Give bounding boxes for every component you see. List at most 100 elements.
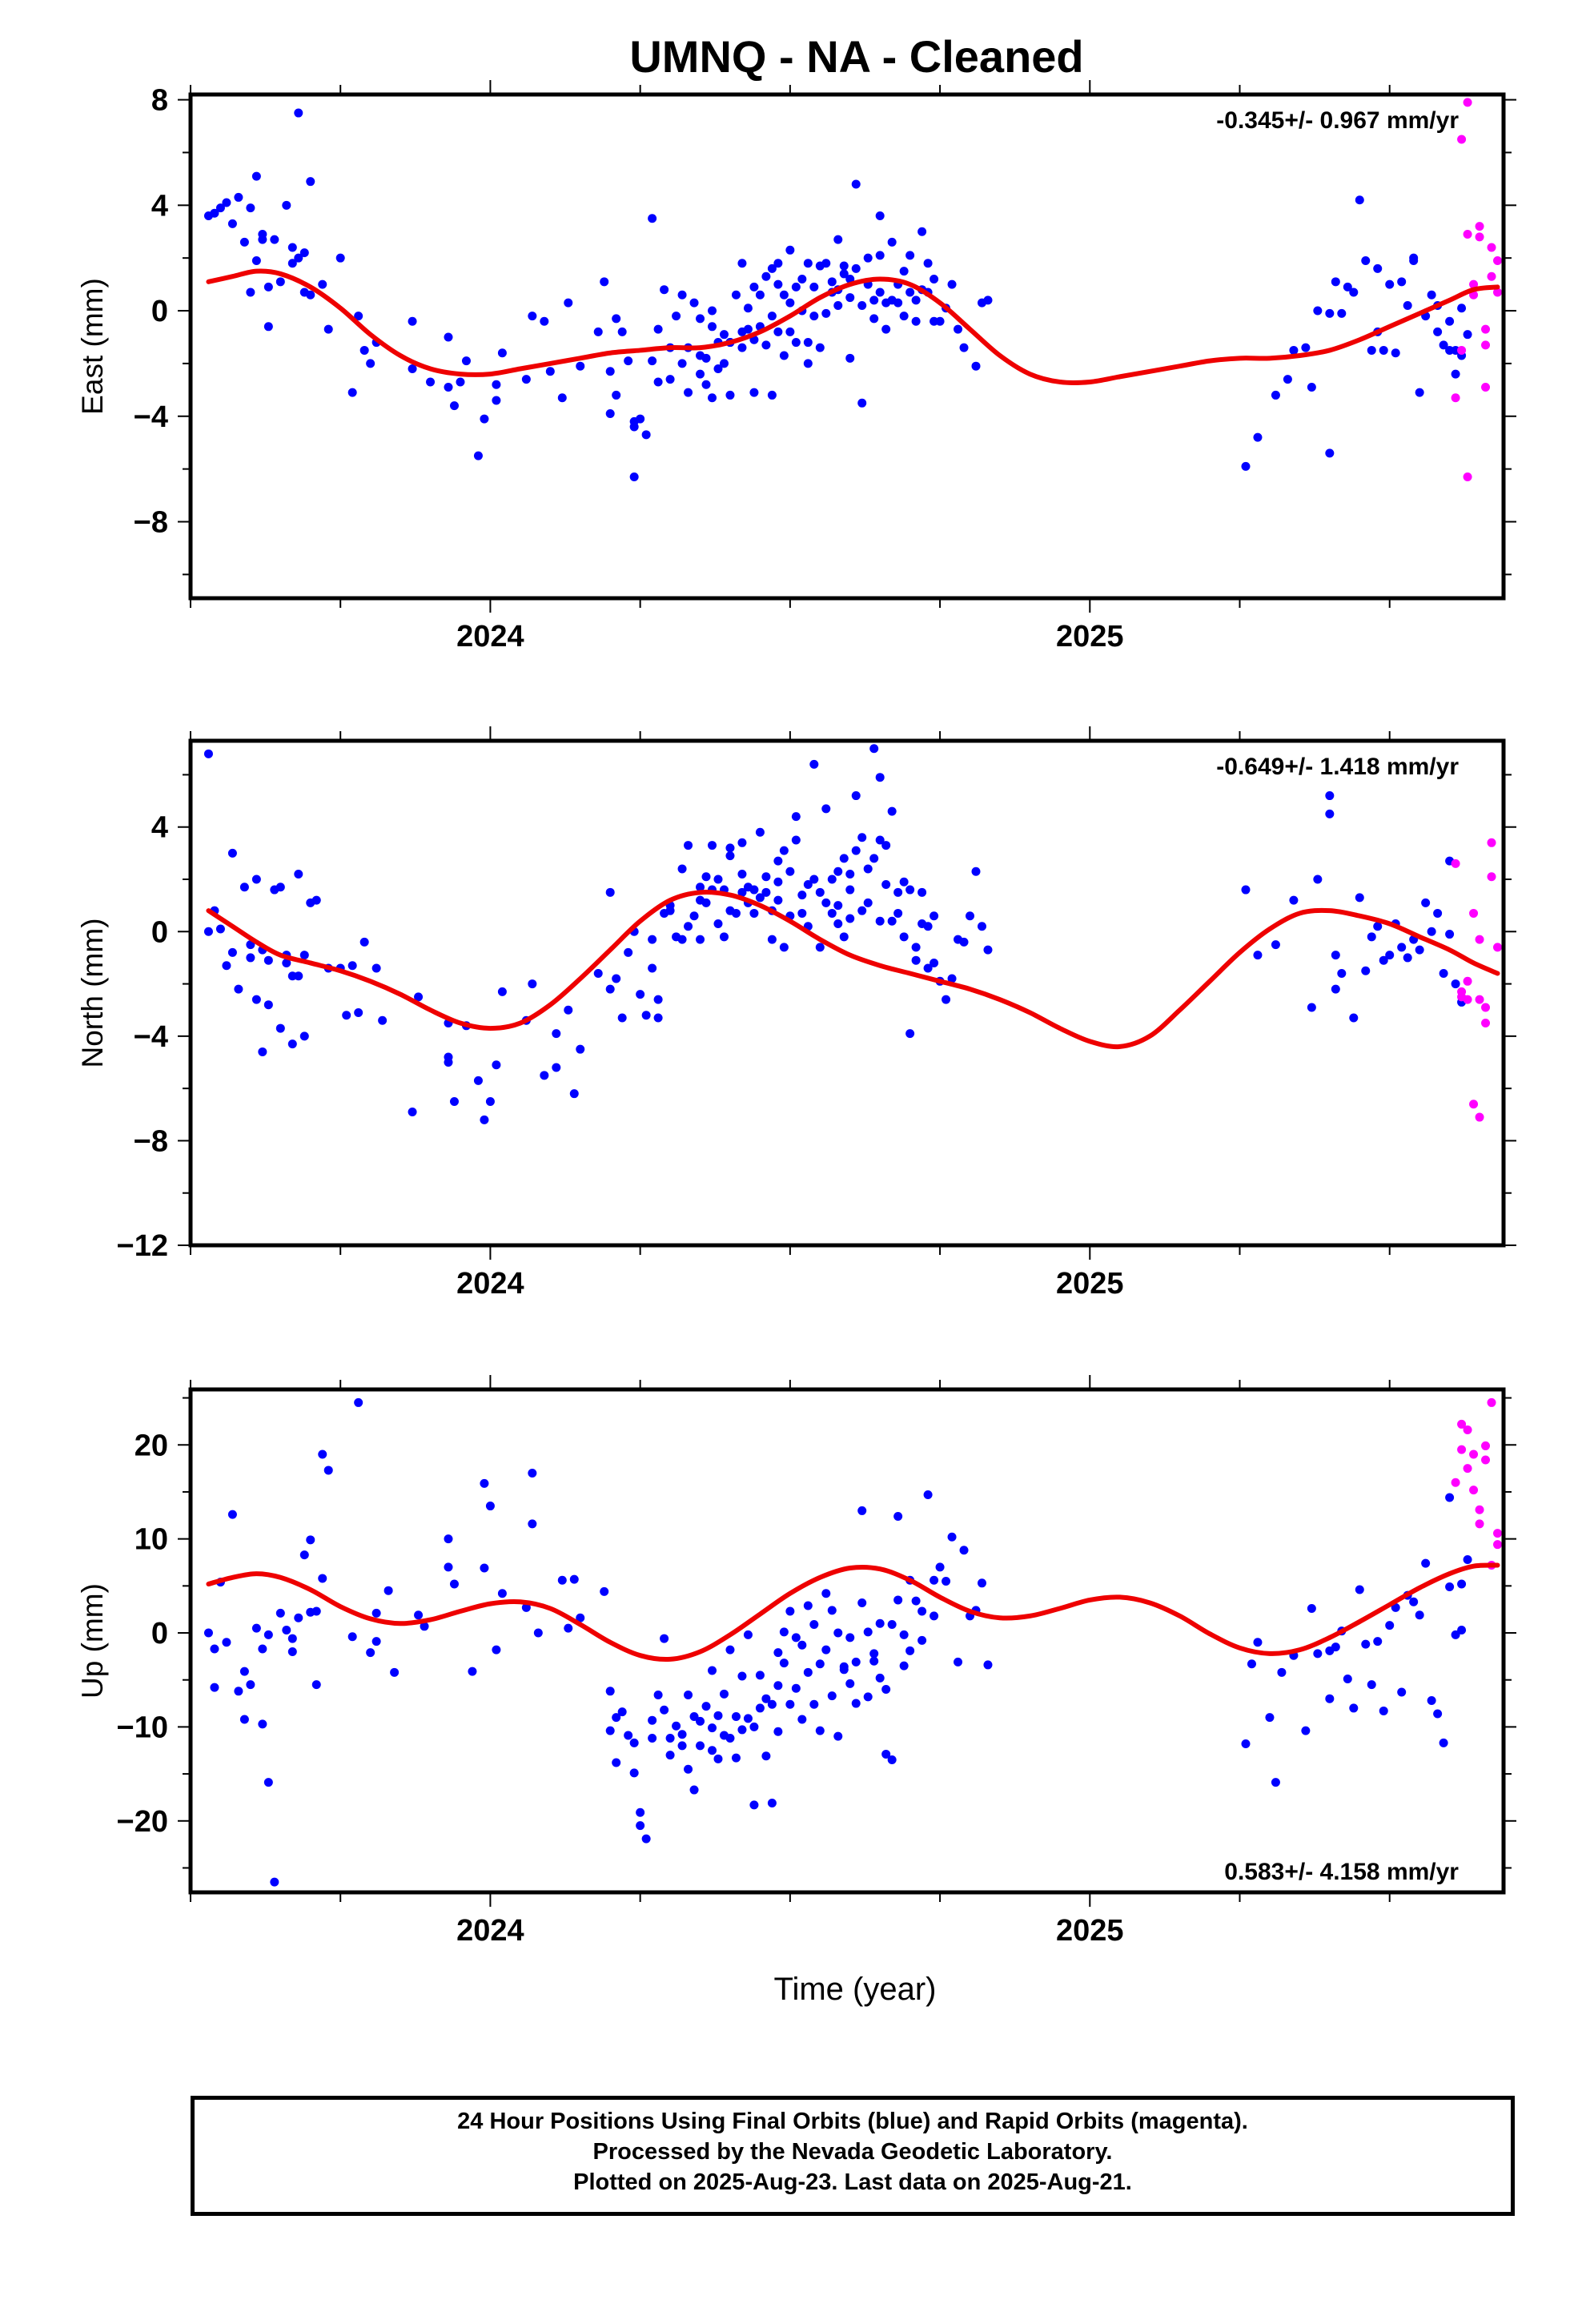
north-final-point [251,995,261,1004]
east-final-point [779,290,789,300]
north-final-point [725,851,735,861]
north-final-point [773,877,783,887]
north-final-point [234,984,243,994]
north-final-point [696,883,705,892]
north-final-point [731,908,741,918]
up-rapid-point [1493,1529,1503,1538]
north-final-point [414,992,424,1002]
east-final-point [803,338,813,348]
east-final-point [803,359,813,368]
up-final-point [755,1671,765,1680]
north-final-point [875,916,885,926]
east-final-point [456,377,465,387]
east-final-point [408,364,417,373]
north-final-point [899,877,909,887]
north-y-axis-label: North (mm) [76,918,109,1068]
north-y-tick-label: 0 [151,915,168,949]
north-final-point [779,846,789,855]
north-final-point [1367,932,1376,942]
up-final-point [1271,1778,1280,1787]
up-final-point [708,1666,717,1675]
east-final-point [708,322,717,332]
north-final-point [911,943,921,952]
east-final-point [1463,330,1472,340]
east-final-point [809,312,819,321]
east-final-point [1343,282,1352,292]
east-final-point [306,290,315,300]
east-final-point [545,367,555,376]
north-final-point [636,990,645,999]
east-rapid-point [1493,255,1503,265]
north-final-point [959,937,969,947]
north-final-point [827,908,837,918]
north-final-point [473,1076,483,1085]
north-final-point [258,1047,267,1056]
east-rapid-point [1457,345,1467,355]
north-y-tick-label: 4 [151,811,168,845]
north-final-point [803,880,813,890]
east-final-point [1445,316,1455,326]
north-final-point [983,945,993,955]
north-final-point [773,856,783,866]
north-final-point [263,955,273,965]
north-final-point [893,887,903,897]
east-final-point [299,248,309,258]
north-final-point [552,1029,561,1039]
north-final-point [1241,885,1251,895]
up-rapid-point [1457,1445,1467,1454]
north-final-point [942,995,951,1004]
east-final-point [851,263,861,273]
north-final-point [930,958,939,967]
east-final-point [366,359,375,368]
up-final-point [677,1730,687,1739]
up-final-point [605,1726,615,1735]
up-final-point [696,1716,705,1726]
up-final-point [893,1595,903,1605]
up-final-point [713,1711,723,1720]
north-final-point [677,864,687,874]
east-final-point [306,177,315,187]
up-final-point [821,1645,831,1655]
north-final-point [755,893,765,903]
north-rapid-point [1475,935,1484,944]
east-final-point [809,282,819,292]
up-final-point [779,1659,789,1668]
east-y-tick-label: −8 [134,505,168,539]
north-final-point [564,1005,573,1015]
north-final-point [797,891,807,900]
east-y-tick-label: 0 [151,295,168,328]
north-final-point [767,935,777,944]
east-final-point [624,356,633,366]
east-final-point [258,230,267,239]
up-final-point [731,1711,741,1721]
up-final-point [767,1699,777,1709]
north-final-point [1289,895,1299,905]
east-final-point [528,312,537,321]
east-final-point [905,251,915,260]
north-final-point [497,987,507,996]
east-final-point [701,353,711,363]
north-final-point [905,885,915,895]
north-final-point [1373,922,1383,931]
east-final-point [1349,287,1359,297]
up-final-point [887,1619,897,1629]
east-final-point [791,282,801,292]
up-final-point [636,1807,645,1817]
up-final-point [689,1785,699,1795]
footer-box: 24 Hour Positions Using Final Orbits (bl… [191,2096,1515,2216]
up-final-point [1373,1637,1383,1647]
up-final-point [1265,1713,1275,1723]
up-final-point [791,1683,801,1693]
up-final-point [306,1535,315,1545]
north-final-point [719,932,729,942]
north-final-point [311,895,321,905]
east-final-point [1379,345,1388,355]
north-final-point [863,864,873,874]
east-final-point [893,298,903,308]
east-final-point [426,377,436,387]
up-final-point [708,1746,717,1755]
up-final-point [371,1637,381,1647]
north-final-point [1331,984,1340,994]
east-final-point [899,312,909,321]
east-final-point [1373,263,1383,273]
